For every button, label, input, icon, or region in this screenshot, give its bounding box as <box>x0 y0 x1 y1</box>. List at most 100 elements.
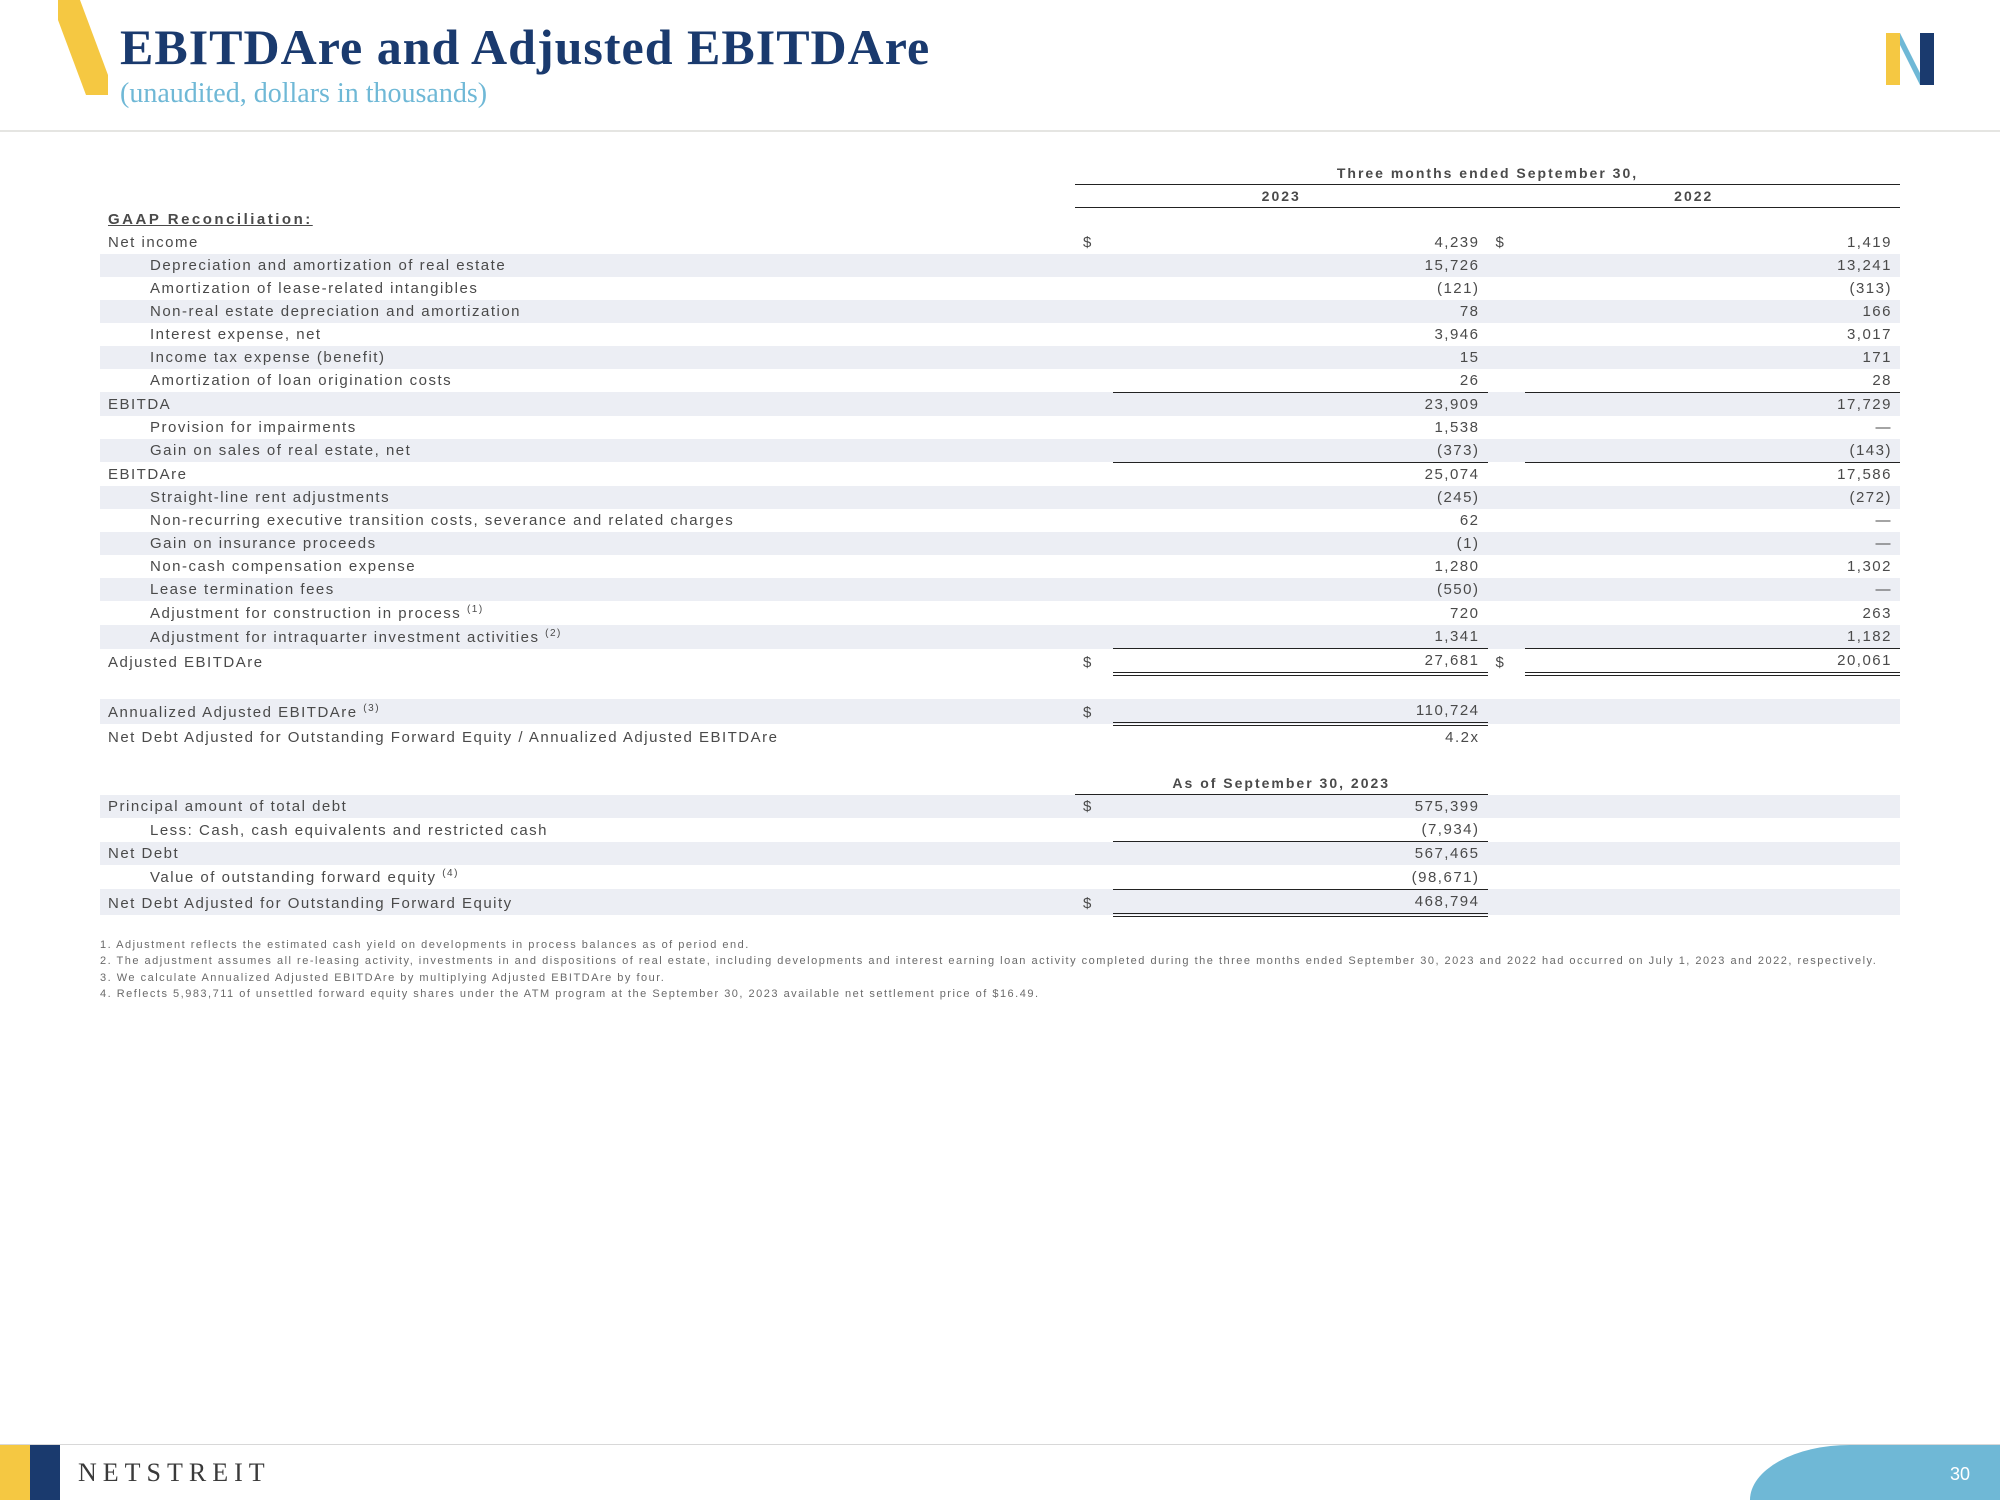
table-row: Interest expense, net3,9463,017 <box>100 323 1900 346</box>
value-2022: 1,182 <box>1525 625 1900 649</box>
value-2022: 17,729 <box>1525 392 1900 416</box>
period-header: Three months ended September 30, <box>1075 162 1900 185</box>
table-row: Depreciation and amortization of real es… <box>100 254 1900 277</box>
table-row: Gain on insurance proceeds (1) — <box>100 532 1900 555</box>
row-label: Straight-line rent adjustments <box>100 486 1075 509</box>
header: EBITDAre and Adjusted EBITDAre (unaudite… <box>0 0 2000 132</box>
table-row: Net Debt Adjusted for Outstanding Forwar… <box>100 889 1900 915</box>
footnotes: 1. Adjustment reflects the estimated cas… <box>100 937 1900 1003</box>
table-row: EBITDA23,90917,729 <box>100 392 1900 416</box>
value-2023: 3,946 <box>1113 323 1488 346</box>
table-row: Net Debt Adjusted for Outstanding Forwar… <box>100 724 1900 749</box>
header-stripe-icon <box>58 0 113 95</box>
value-2022: — <box>1525 509 1900 532</box>
reconciliation-table: Three months ended September 30,20232022… <box>100 162 1900 917</box>
row-label: Annualized Adjusted EBITDAre (3) <box>100 699 1075 724</box>
table-row: Net income$4,239$1,419 <box>100 231 1900 254</box>
footnote: 1. Adjustment reflects the estimated cas… <box>100 937 1900 954</box>
row-label: Non-cash compensation expense <box>100 555 1075 578</box>
value-2022: — <box>1525 532 1900 555</box>
value-2023: (245) <box>1113 486 1488 509</box>
table-row: Provision for impairments 1,538 — <box>100 416 1900 439</box>
row-label: Net Debt <box>100 842 1075 866</box>
value-2023: 468,794 <box>1113 889 1488 915</box>
row-label: EBITDA <box>100 392 1075 416</box>
footnote: 3. We calculate Annualized Adjusted EBIT… <box>100 970 1900 987</box>
footnote: 2. The adjustment assumes all re-leasing… <box>100 953 1900 970</box>
value-2022: — <box>1525 416 1900 439</box>
row-label: Provision for impairments <box>100 416 1075 439</box>
value-2023: 567,465 <box>1113 842 1488 866</box>
value-2022: 166 <box>1525 300 1900 323</box>
footer: NETSTREIT 30 <box>0 1444 2000 1500</box>
value-2023: 62 <box>1113 509 1488 532</box>
row-label: Amortization of loan origination costs <box>100 369 1075 393</box>
value-2022: 263 <box>1525 601 1900 625</box>
row-label: Net Debt Adjusted for Outstanding Forwar… <box>100 724 1075 749</box>
value-2023: 1,280 <box>1113 555 1488 578</box>
value-2023: 4,239 <box>1113 231 1488 254</box>
table-row: Net Debt 567,465 <box>100 842 1900 866</box>
row-label: Non-recurring executive transition costs… <box>100 509 1075 532</box>
page-number: 30 <box>1950 1464 1970 1485</box>
value-2022: 28 <box>1525 369 1900 393</box>
table-row: Non-recurring executive transition costs… <box>100 509 1900 532</box>
value-2022: 171 <box>1525 346 1900 369</box>
table-row: Non-real estate depreciation and amortiz… <box>100 300 1900 323</box>
row-label: EBITDAre <box>100 462 1075 486</box>
value-2023: 26 <box>1113 369 1488 393</box>
row-label: Less: Cash, cash equivalents and restric… <box>100 818 1075 842</box>
row-label: Adjusted EBITDAre <box>100 649 1075 675</box>
row-label: Value of outstanding forward equity (4) <box>100 865 1075 889</box>
value-2023: 720 <box>1113 601 1488 625</box>
footnote: 4. Reflects 5,983,711 of unsettled forwa… <box>100 986 1900 1003</box>
value-2023: 1,538 <box>1113 416 1488 439</box>
table-row: Amortization of loan origination costs 26… <box>100 369 1900 393</box>
table-row: Less: Cash, cash equivalents and restric… <box>100 818 1900 842</box>
row-label: Gain on insurance proceeds <box>100 532 1075 555</box>
company-logo-icon <box>1880 25 1940 95</box>
value-2023: (373) <box>1113 439 1488 463</box>
content-area: Three months ended September 30,20232022… <box>0 132 2000 917</box>
value-2023: (550) <box>1113 578 1488 601</box>
row-label: Adjustment for intraquarter investment a… <box>100 625 1075 649</box>
row-label: Net Debt Adjusted for Outstanding Forwar… <box>100 889 1075 915</box>
value-2022: (143) <box>1525 439 1900 463</box>
value-2022: — <box>1525 578 1900 601</box>
table-row: Adjusted EBITDAre$27,681$20,061 <box>100 649 1900 675</box>
value-2022: (313) <box>1525 277 1900 300</box>
value-2023: 575,399 <box>1113 795 1488 819</box>
table-row: Non-cash compensation expense 1,280 1,302 <box>100 555 1900 578</box>
value-2022: 1,419 <box>1525 231 1900 254</box>
table-row: Principal amount of total debt$575,399 <box>100 795 1900 819</box>
table-row: Amortization of lease-related intangible… <box>100 277 1900 300</box>
table-row: Value of outstanding forward equity (4)(… <box>100 865 1900 889</box>
value-2022: 1,302 <box>1525 555 1900 578</box>
value-2023: 15 <box>1113 346 1488 369</box>
gaap-heading: GAAP Reconciliation: <box>100 208 1075 231</box>
footer-company: NETSTREIT <box>78 1458 271 1488</box>
value-2023: 27,681 <box>1113 649 1488 675</box>
row-label: Amortization of lease-related intangible… <box>100 277 1075 300</box>
value-2023: (121) <box>1113 277 1488 300</box>
value-2022: 17,586 <box>1525 462 1900 486</box>
table-row: EBITDAre25,07417,586 <box>100 462 1900 486</box>
row-label: Lease termination fees <box>100 578 1075 601</box>
page-subtitle: (unaudited, dollars in thousands) <box>120 78 2000 110</box>
table-row: Income tax expense (benefit) 15 171 <box>100 346 1900 369</box>
row-label: Income tax expense (benefit) <box>100 346 1075 369</box>
value-2023: (1) <box>1113 532 1488 555</box>
row-label: Principal amount of total debt <box>100 795 1075 819</box>
row-label: Adjustment for construction in process (… <box>100 601 1075 625</box>
table-row: Lease termination fees (550) — <box>100 578 1900 601</box>
row-label: Non-real estate depreciation and amortiz… <box>100 300 1075 323</box>
year-2022: 2022 <box>1488 185 1901 208</box>
value-2022: 20,061 <box>1525 649 1900 675</box>
year-2023: 2023 <box>1075 185 1488 208</box>
table-row: Gain on sales of real estate, net(373)(1… <box>100 439 1900 463</box>
value-2023: 110,724 <box>1113 699 1488 724</box>
footer-logo-icon <box>0 1445 60 1500</box>
table-row: Adjustment for construction in process (… <box>100 601 1900 625</box>
page-title: EBITDAre and Adjusted EBITDAre <box>120 0 2000 76</box>
value-2022: 3,017 <box>1525 323 1900 346</box>
